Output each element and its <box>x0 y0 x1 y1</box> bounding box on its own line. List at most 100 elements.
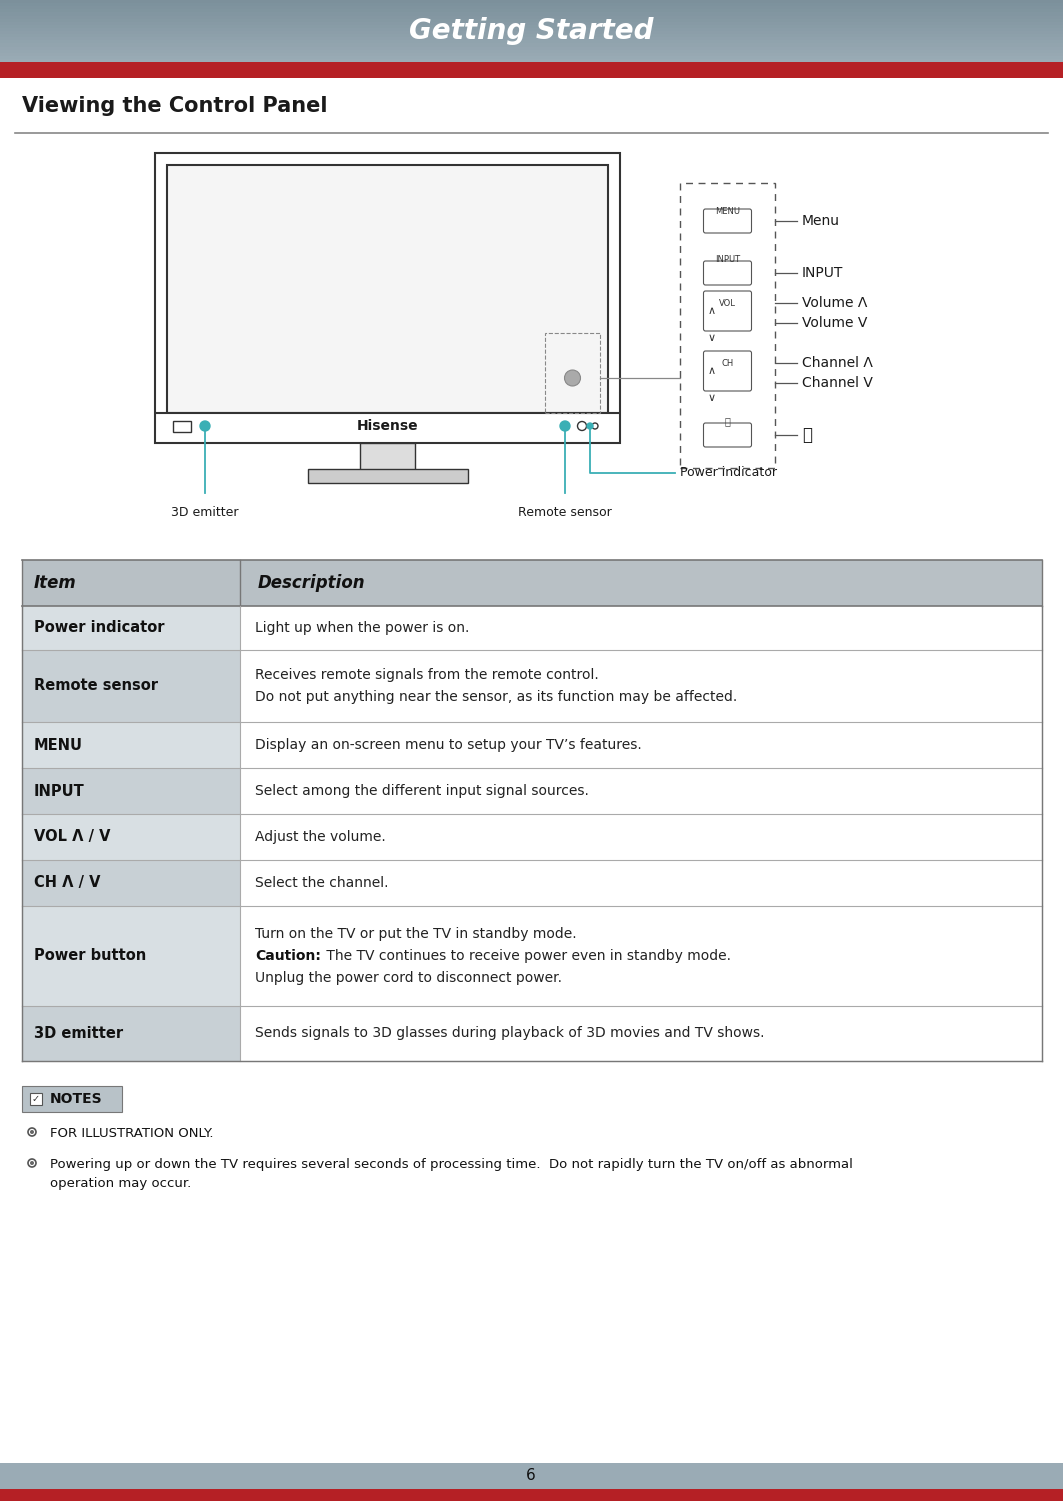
Bar <box>0 62 1063 78</box>
Text: Power button: Power button <box>34 949 147 964</box>
Text: Channel V: Channel V <box>802 375 873 390</box>
Text: ⏻: ⏻ <box>802 426 812 444</box>
Bar <box>0 18 1063 21</box>
Bar <box>0 45 1063 50</box>
Bar <box>167 165 608 413</box>
Text: Light up when the power is on.: Light up when the power is on. <box>255 621 470 635</box>
Text: MENU: MENU <box>34 737 83 752</box>
Text: Receives remote signals from the remote control.: Receives remote signals from the remote … <box>255 668 598 681</box>
Circle shape <box>30 1160 34 1165</box>
Text: Power indicator: Power indicator <box>680 467 777 479</box>
Circle shape <box>30 1130 34 1133</box>
Bar <box>0 0 1063 3</box>
Text: Getting Started: Getting Started <box>409 17 654 45</box>
Text: Item: Item <box>34 573 77 591</box>
Bar <box>155 153 620 443</box>
Bar <box>680 183 775 468</box>
Bar <box>240 814 1042 860</box>
Text: Remote sensor: Remote sensor <box>518 506 612 519</box>
Text: CH Λ / V: CH Λ / V <box>34 875 101 890</box>
Bar <box>0 15 1063 18</box>
Text: 3D emitter: 3D emitter <box>171 506 239 519</box>
Bar <box>0 39 1063 44</box>
Text: INPUT: INPUT <box>715 255 740 264</box>
Text: Caution:: Caution: <box>255 949 321 964</box>
Text: VOL: VOL <box>719 299 736 308</box>
Text: Channel Λ: Channel Λ <box>802 356 873 371</box>
Circle shape <box>560 420 570 431</box>
Bar <box>0 1463 1063 1489</box>
Bar <box>0 59 1063 62</box>
Bar <box>0 21 1063 26</box>
FancyBboxPatch shape <box>704 209 752 233</box>
Bar <box>22 814 240 860</box>
Text: Select among the different input signal sources.: Select among the different input signal … <box>255 784 589 799</box>
Bar <box>22 1087 122 1112</box>
Text: Viewing the Control Panel: Viewing the Control Panel <box>22 96 327 116</box>
Bar <box>240 650 1042 722</box>
Text: Do not put anything near the sensor, as its function may be affected.: Do not put anything near the sensor, as … <box>255 690 738 704</box>
Bar <box>22 907 240 1006</box>
Bar <box>0 48 1063 53</box>
Circle shape <box>200 420 210 431</box>
Text: ⏻: ⏻ <box>725 416 730 426</box>
Bar <box>0 36 1063 41</box>
Bar <box>155 153 620 443</box>
Text: Powering up or down the TV requires several seconds of processing time.  Do not : Powering up or down the TV requires seve… <box>50 1157 853 1171</box>
Text: ∧: ∧ <box>708 306 715 317</box>
Text: MENU: MENU <box>715 207 740 216</box>
Bar <box>22 860 240 907</box>
Bar <box>0 51 1063 56</box>
Text: operation may occur.: operation may occur. <box>50 1177 191 1190</box>
Text: INPUT: INPUT <box>802 266 843 281</box>
Text: CH: CH <box>722 359 733 368</box>
Text: Volume Λ: Volume Λ <box>802 296 867 311</box>
Bar <box>22 650 240 722</box>
Bar <box>0 1489 1063 1501</box>
Text: Power indicator: Power indicator <box>34 620 165 635</box>
Text: Display an on-screen menu to setup your TV’s features.: Display an on-screen menu to setup your … <box>255 738 642 752</box>
Circle shape <box>587 423 593 429</box>
Text: Menu: Menu <box>802 215 840 228</box>
Text: Sends signals to 3D glasses during playback of 3D movies and TV shows.: Sends signals to 3D glasses during playb… <box>255 1027 764 1040</box>
FancyBboxPatch shape <box>704 423 752 447</box>
Text: Remote sensor: Remote sensor <box>34 678 158 693</box>
Bar <box>22 722 240 769</box>
Text: The TV continues to receive power even in standby mode.: The TV continues to receive power even i… <box>322 949 731 964</box>
Text: ∧: ∧ <box>708 366 715 375</box>
Text: ∨: ∨ <box>708 393 715 402</box>
Text: Adjust the volume.: Adjust the volume. <box>255 830 386 844</box>
Bar <box>167 165 608 413</box>
FancyBboxPatch shape <box>704 351 752 390</box>
Circle shape <box>564 371 580 386</box>
Text: 6: 6 <box>526 1468 536 1483</box>
Bar <box>22 560 1042 606</box>
Bar <box>0 12 1063 15</box>
Text: ∨: ∨ <box>708 333 715 344</box>
Text: Volume V: Volume V <box>802 317 867 330</box>
Bar <box>0 27 1063 32</box>
FancyBboxPatch shape <box>704 261 752 285</box>
Bar <box>0 42 1063 47</box>
Text: Description: Description <box>258 573 366 591</box>
Bar <box>307 468 468 483</box>
Bar <box>0 33 1063 38</box>
Bar <box>157 413 618 438</box>
Text: VOL Λ / V: VOL Λ / V <box>34 830 111 845</box>
Bar <box>545 333 600 413</box>
Bar <box>22 606 240 650</box>
Bar <box>240 769 1042 814</box>
Bar <box>0 9 1063 12</box>
Bar <box>0 5 1063 9</box>
Bar <box>22 1006 240 1061</box>
Text: Turn on the TV or put the TV in standby mode.: Turn on the TV or put the TV in standby … <box>255 928 576 941</box>
Bar <box>240 907 1042 1006</box>
Bar <box>360 443 415 471</box>
Bar <box>173 420 191 432</box>
Text: Unplug the power cord to disconnect power.: Unplug the power cord to disconnect powe… <box>255 971 562 985</box>
Bar <box>22 1087 122 1112</box>
Text: INPUT: INPUT <box>34 784 85 799</box>
Bar <box>240 722 1042 769</box>
Text: Hisense: Hisense <box>357 419 419 432</box>
Text: Select the channel.: Select the channel. <box>255 877 388 890</box>
